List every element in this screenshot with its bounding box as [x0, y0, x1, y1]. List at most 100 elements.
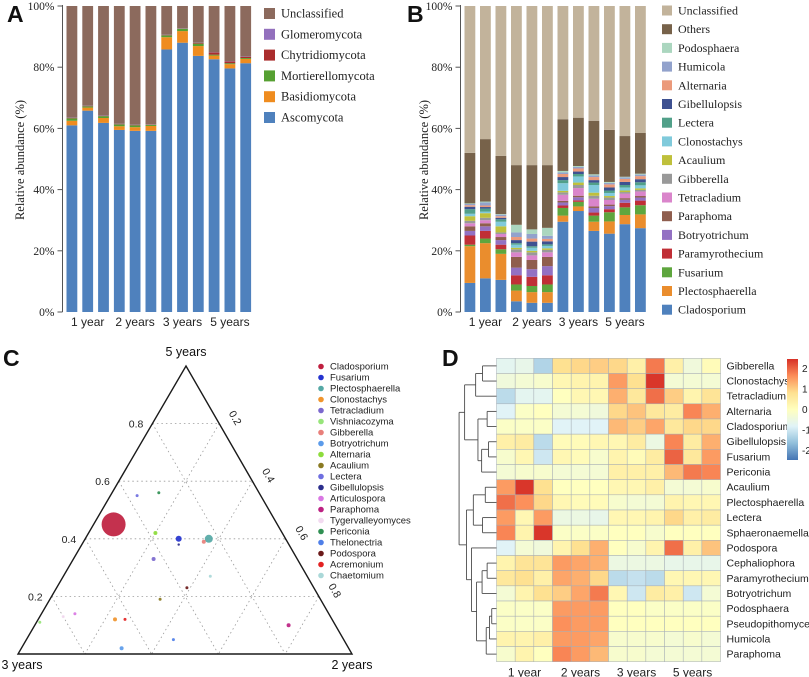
bar-segment-basidiomycota [208, 55, 220, 60]
heatmap-cell [533, 570, 553, 587]
heatmap-cell [552, 615, 572, 632]
heatmap-cell [645, 449, 665, 465]
ternary-point-thelonectria [171, 638, 175, 642]
bar-segment-botryotrichum [495, 240, 507, 245]
stacked-bar [177, 6, 188, 312]
heatmap-cell [701, 433, 721, 450]
bar-segment-humicola [588, 175, 600, 178]
legend-swatch-icon [662, 248, 672, 259]
bar-segment-plectosphaerella [526, 292, 538, 303]
x-group-label: 5 years [210, 315, 249, 329]
heatmap-cell [514, 570, 535, 587]
bar-segment-clonostachys [495, 221, 507, 227]
heatmap-cell [645, 615, 665, 632]
legend-label: Clonostachys [330, 395, 387, 406]
legend-item: Periconia [318, 527, 370, 538]
heatmap-row-label: Acaulium [727, 482, 770, 494]
colorbar [787, 359, 798, 460]
heatmap-cell [514, 494, 535, 511]
heatmap-cell [589, 570, 609, 587]
ternary-point-gibellulopsis [177, 543, 180, 546]
heatmap-cell [682, 494, 703, 511]
y-axis-tick-label: 80% [33, 62, 55, 74]
heatmap-cell [682, 540, 703, 556]
bar-segment-cladosporium [495, 279, 507, 312]
ternary-left-tick-label: 0.2 [28, 591, 43, 603]
heatmap-cell [533, 524, 553, 541]
bar-segment-others [619, 136, 631, 177]
heatmap-cell [496, 449, 516, 465]
bar-segment-tetracladium [604, 200, 615, 205]
heatmap-cell [626, 570, 647, 587]
y-axis-tick-label: 0% [39, 307, 55, 319]
bar-segment-gibberella [619, 192, 631, 194]
legend-label: Botryotrichum [330, 439, 389, 450]
bar-segment-gibellulopsis [526, 241, 538, 247]
heatmap-cell [701, 418, 721, 435]
legend-dot-icon [318, 484, 324, 491]
bar-segment-lectera [480, 208, 491, 212]
heatmap-cell [626, 373, 647, 389]
bar-segment-gibellulopsis [495, 217, 507, 220]
legend-swatch-icon [662, 117, 672, 128]
heatmap-cell [533, 615, 553, 632]
heatmap-cell [626, 479, 647, 496]
legend-dot-icon [318, 473, 324, 480]
heatmap-cell [608, 585, 628, 602]
legend-swatch-icon [662, 42, 672, 53]
bar-segment-fusarium [526, 285, 538, 293]
bar-segment-humicola [526, 233, 538, 239]
bar-segment-ascomycota [82, 110, 94, 312]
heatmap-cell [701, 585, 721, 602]
bar-segment-gibberella [573, 185, 584, 189]
heatmap-cell [626, 540, 647, 556]
bar-segment-lectera [604, 190, 615, 193]
bar-segment-fusarium [464, 244, 476, 247]
heatmap-cell [514, 600, 535, 617]
bar-segment-others [542, 165, 553, 228]
bar-segment-plectosphaerella [464, 246, 476, 283]
legend-swatch-icon [264, 91, 275, 103]
heatmap-cell [589, 600, 609, 617]
stacked-bar [240, 6, 252, 312]
bar-segment-fusarium [480, 238, 491, 244]
bar-segment-unclassified [542, 6, 553, 166]
heatmap-cell [682, 418, 703, 435]
legend-item: Botryotrichum [662, 228, 749, 242]
heatmap-cell [552, 555, 572, 571]
bar-segment-botryotrichum [573, 197, 584, 201]
stacked-bar [129, 6, 141, 312]
bar-segment-basidiomycota [66, 120, 78, 126]
bar-segment-unclassified [208, 6, 220, 53]
bar-segment-cladosporium [480, 278, 491, 312]
bar-segment-gibberella [511, 249, 522, 253]
heatmap-cell [701, 358, 721, 374]
heatmap-cell [533, 540, 553, 556]
legend-label: Acaulium [678, 153, 726, 167]
heatmap-cell [589, 524, 609, 541]
heatmap-cell [589, 373, 609, 389]
legend-label: Articulospora [330, 494, 386, 505]
heatmap-cell [552, 449, 572, 465]
legend-item: Tetracladium [662, 191, 742, 205]
x-group-label: 1 year [71, 315, 104, 329]
legend-label: Unclassified [281, 7, 344, 21]
legend-item: Tetracladium [318, 406, 384, 417]
heatmap-cell [533, 388, 553, 405]
panel-b-yaxis-title: Relative abundance (%) [417, 100, 431, 220]
bar-segment-unclassified [588, 6, 600, 121]
bar-segment-fusarium [542, 284, 553, 293]
stacked-bar [192, 6, 204, 313]
legend-dot-icon [318, 572, 324, 579]
bar-segment-acaulium [573, 182, 584, 186]
heatmap-cell [514, 373, 535, 389]
legend-dot-icon [318, 495, 324, 502]
panel-c-label: C [3, 345, 20, 371]
heatmap-cell [626, 418, 647, 435]
legend-item: Acaulium [318, 461, 369, 472]
heatmap-row-label: Fusarium [727, 451, 771, 463]
bar-segment-tetracladium [495, 233, 507, 238]
legend-label: Others [678, 22, 710, 36]
heatmap-cell [664, 600, 684, 617]
legend-label: Cladosporium [678, 303, 747, 317]
